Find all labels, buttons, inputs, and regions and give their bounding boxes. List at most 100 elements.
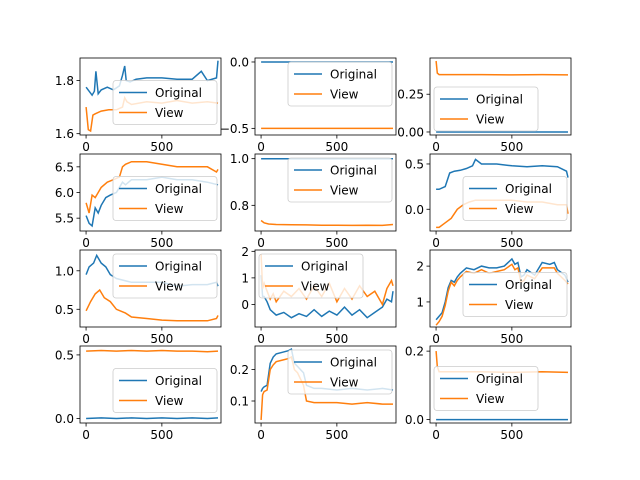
legend-label-view: View	[155, 280, 184, 294]
legend-box	[433, 366, 539, 411]
legend: Original View	[433, 366, 539, 411]
legend-box	[287, 349, 393, 395]
y-tick-label: 5.5	[55, 212, 74, 226]
series-line-original	[86, 417, 219, 420]
subplot-4: 0 500 5.5 6.0 6.5 Original View	[55, 153, 222, 250]
subplot-7: 0 500 0.5 1.0 Original View	[55, 249, 222, 346]
x-tick-label: 500	[325, 332, 348, 346]
legend-label-original: Original	[330, 164, 377, 178]
x-tick-label: 500	[500, 428, 523, 442]
legend-box	[433, 86, 539, 132]
x-tick-label: 500	[325, 428, 348, 442]
y-tick-label: 0.5	[55, 303, 74, 317]
series-line-original	[435, 257, 569, 321]
x-tick-label: 500	[500, 332, 523, 346]
y-tick-label: 0.2	[405, 345, 424, 359]
legend: Original View	[287, 157, 393, 203]
legend-label-view: View	[476, 392, 505, 406]
legend: Original View	[112, 368, 218, 413]
legend-label-view: View	[155, 202, 184, 216]
axes-frame	[254, 345, 397, 424]
x-tick-label: 500	[325, 236, 348, 250]
x-tick-label: 0	[432, 332, 440, 346]
series-line-original	[436, 158, 569, 191]
x-tick-label: 0	[257, 140, 265, 154]
legend-label-original: Original	[301, 260, 348, 274]
legend: Original View	[258, 253, 364, 299]
y-tick-label: 1.0	[55, 264, 74, 278]
subplot-11: 0 500 0.1 0.2 Original View	[230, 345, 397, 442]
axes-frame	[79, 57, 222, 136]
legend-label-original: Original	[330, 356, 377, 370]
legend-label-original: Original	[476, 372, 523, 386]
y-tick-label: 0.8	[230, 199, 249, 213]
axes-frame	[429, 345, 572, 424]
legend: Original View	[112, 80, 218, 125]
y-tick-label: 6.0	[55, 186, 74, 200]
y-tick-label: 1	[241, 271, 249, 285]
x-tick-label: 0	[257, 428, 265, 442]
x-tick-label: 0	[82, 332, 90, 346]
subplot-5: 0 500 0.8 1.0 Original View	[230, 152, 397, 250]
legend-label-original: Original	[330, 68, 377, 82]
legend-label-original: Original	[155, 182, 202, 196]
axes-frame	[79, 345, 222, 424]
legend: Original View	[112, 176, 218, 221]
y-tick-label: 0.0	[405, 203, 424, 217]
legend-label-view: View	[330, 184, 359, 198]
y-tick-label: 0.0	[405, 413, 424, 427]
legend-box	[112, 368, 218, 413]
legend-label-original: Original	[505, 278, 552, 292]
y-tick-label: 6.5	[55, 160, 74, 174]
legend-label-view: View	[505, 298, 534, 312]
y-tick-label: 0.0	[55, 412, 74, 426]
legend-label-view: View	[155, 106, 184, 120]
x-tick-label: 500	[500, 140, 523, 154]
y-tick-label: 1.8	[55, 74, 74, 88]
x-tick-label: 0	[257, 332, 265, 346]
legend-box	[112, 80, 218, 125]
legend-box	[112, 176, 218, 221]
legend-box	[462, 176, 568, 221]
legend: Original View	[287, 61, 393, 107]
y-tick-label: 2	[241, 245, 249, 259]
subplot-3: 0 500 0.00 0.25 Original View	[397, 57, 572, 154]
axes-frame	[254, 57, 397, 136]
y-tick-label: 0.00	[397, 125, 424, 139]
y-tick-label: 0	[241, 298, 249, 312]
legend-label-original: Original	[155, 260, 202, 274]
x-tick-label: 0	[432, 236, 440, 250]
series-line-view	[435, 60, 569, 76]
subplot-8: 0 500 0 1 2 Original View	[241, 245, 397, 346]
subplot-6: 0 500 0.0 0.5 Original View	[405, 153, 572, 250]
y-tick-label: 1	[416, 295, 424, 309]
legend-label-original: Original	[476, 93, 523, 107]
subplot-12: 0 500 0.0 0.2 Original View	[405, 345, 572, 442]
y-tick-label: 2	[416, 260, 424, 274]
series-line-view	[435, 263, 569, 326]
subplot-10: 0 500 0.0 0.5 Original View	[55, 345, 222, 442]
legend: Original View	[287, 349, 393, 395]
legend: Original View	[462, 272, 568, 317]
x-tick-label: 500	[150, 332, 173, 346]
legend-label-view: View	[330, 88, 359, 102]
x-tick-label: 0	[432, 140, 440, 154]
legend-box	[258, 253, 364, 299]
legend-label-view: View	[476, 113, 505, 127]
legend-label-original: Original	[155, 374, 202, 388]
legend: Original View	[433, 86, 539, 132]
y-tick-label: 0.5	[55, 348, 74, 362]
y-tick-label: 0.5	[405, 157, 424, 171]
axes-frame	[429, 249, 572, 328]
subplot-9: 0 500 1 2 Original View	[416, 249, 572, 346]
x-tick-label: 500	[500, 236, 523, 250]
series-line-view	[85, 288, 219, 322]
axes-frame	[254, 153, 397, 232]
legend: Original View	[462, 176, 568, 221]
legend-label-view: View	[505, 202, 534, 216]
x-tick-label: 500	[325, 140, 348, 154]
legend-box	[287, 157, 393, 203]
legend-label-view: View	[330, 376, 359, 390]
series-line-original	[260, 275, 394, 319]
